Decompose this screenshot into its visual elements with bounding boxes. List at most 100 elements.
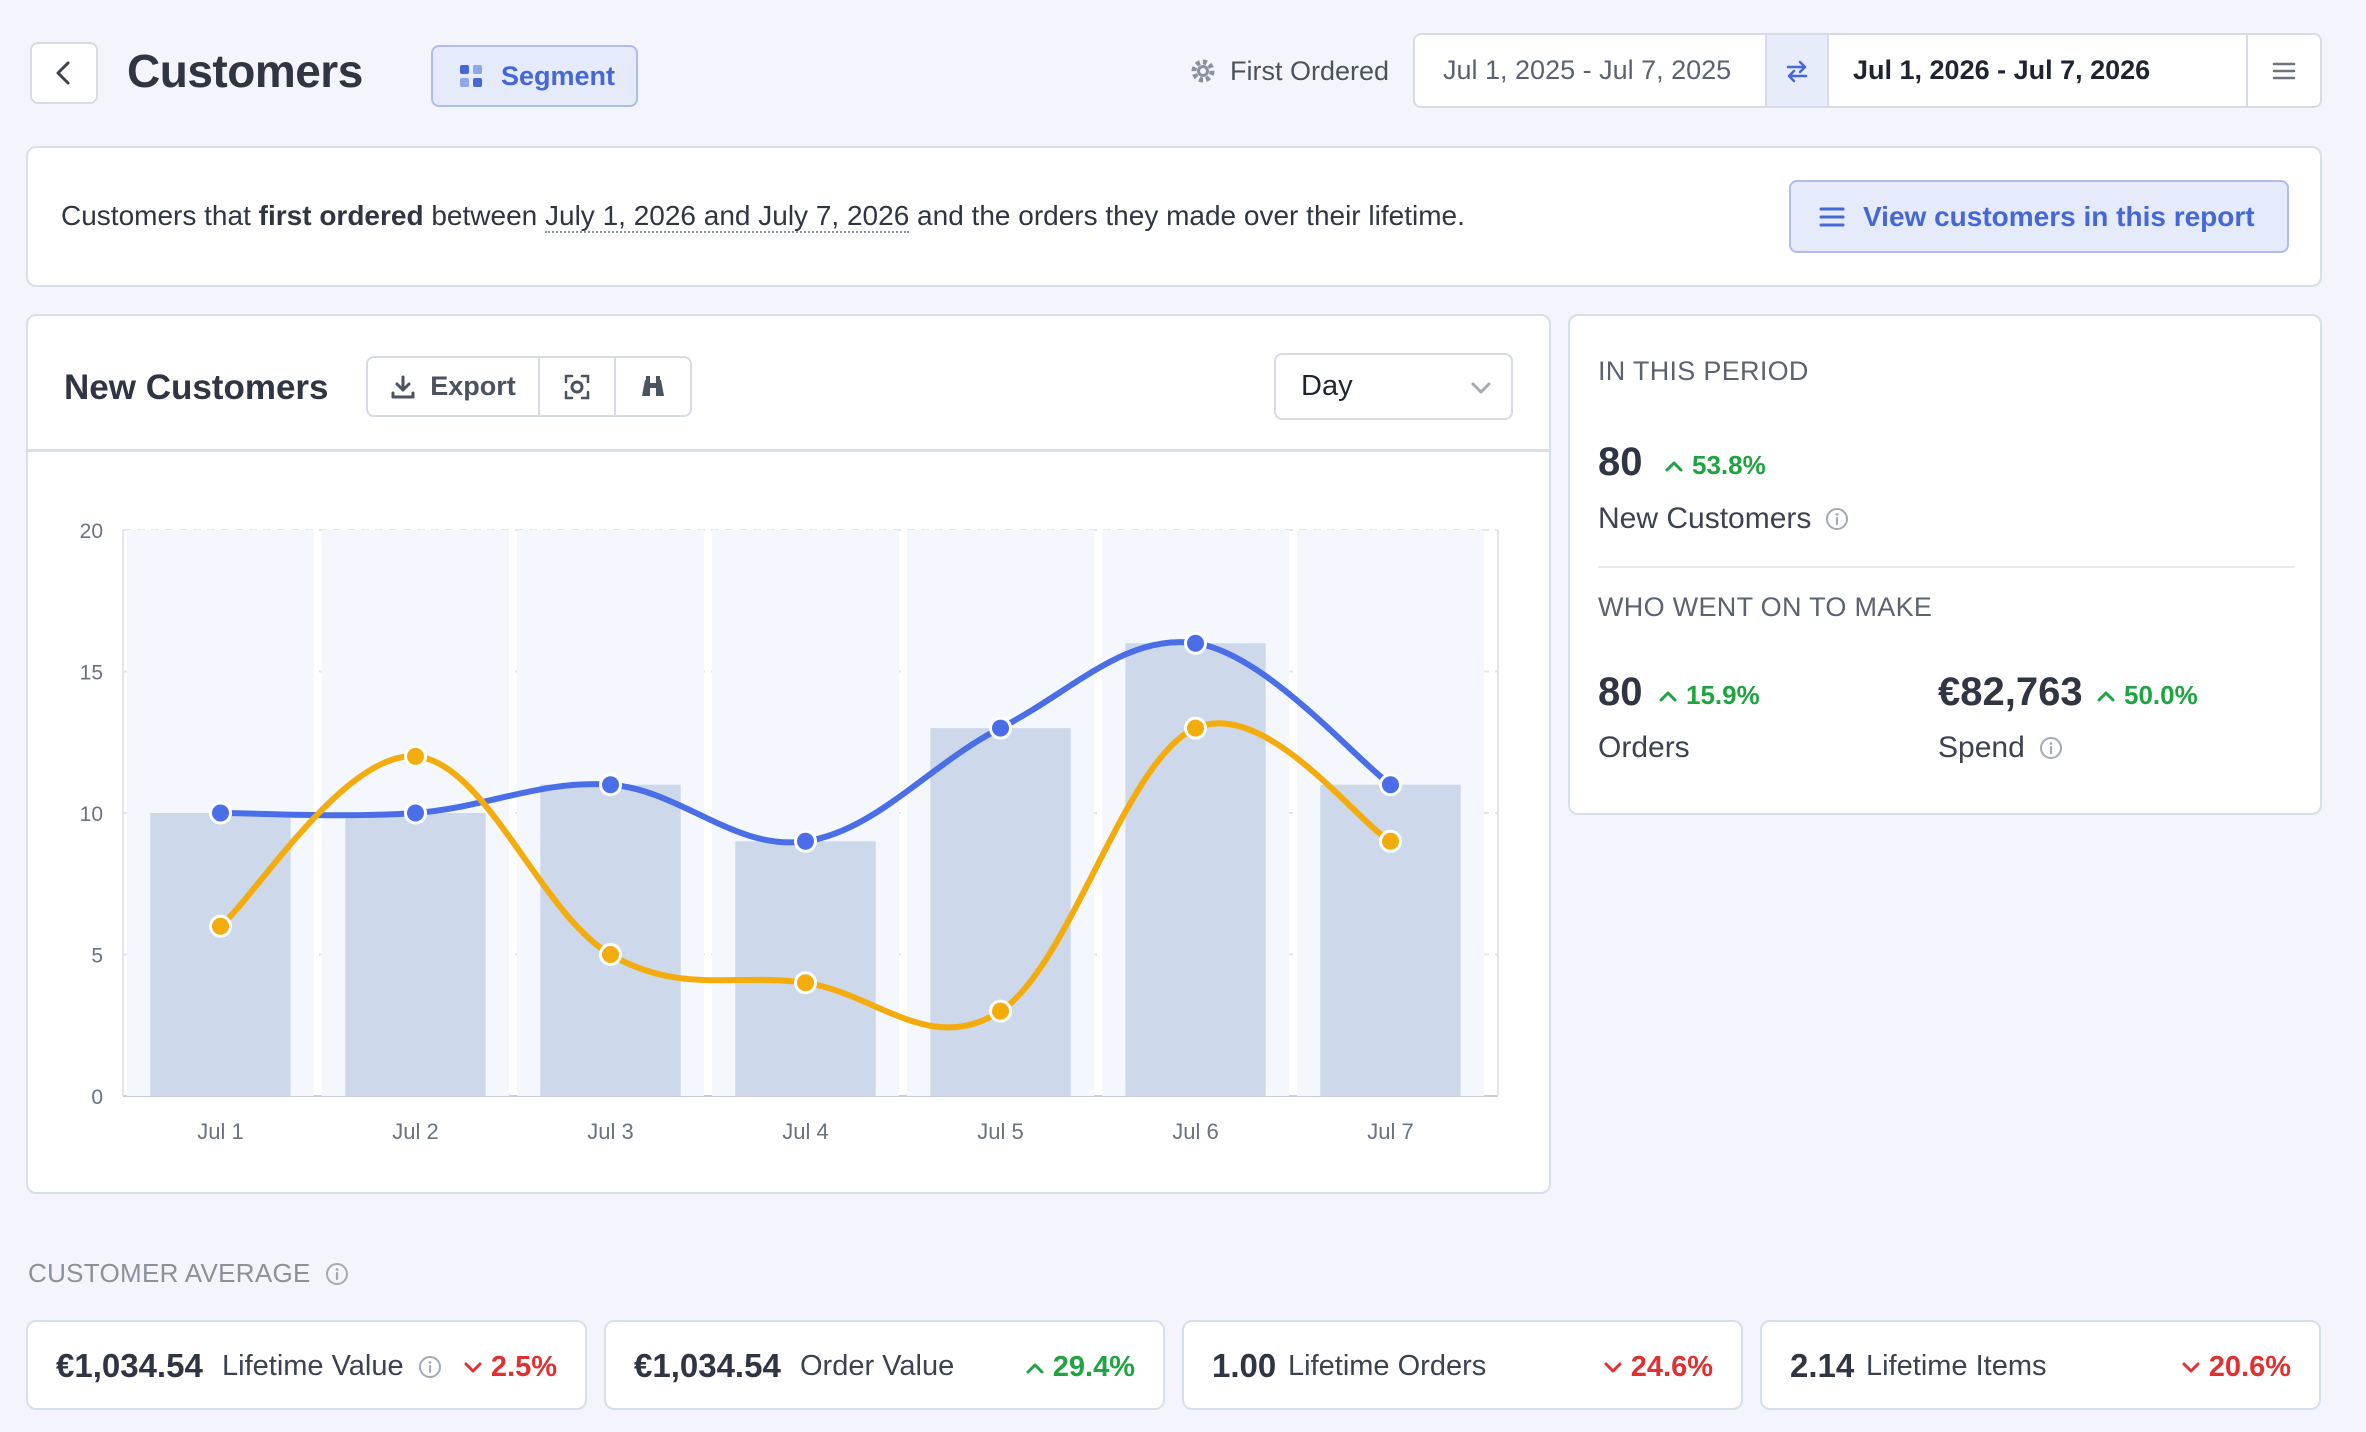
orders-change-value: 15.9% [1686, 680, 1760, 710]
avg-value: €1,034.54 [634, 1347, 781, 1384]
avg-change-value: 24.6% [1630, 1351, 1713, 1383]
spend-label-text: Spend [1938, 731, 2025, 764]
arrow-up-icon [2097, 691, 2115, 701]
avg-value: 1.00 [1212, 1347, 1277, 1384]
period-heading: IN THIS PERIOD [1598, 356, 1809, 386]
list-icon [1819, 207, 1845, 226]
info-icon[interactable] [1825, 507, 1849, 531]
spend-value: €82,763 [1938, 670, 2083, 714]
avg-label: Lifetime Orders [1288, 1350, 1486, 1383]
granularity-select[interactable]: Day [1274, 353, 1513, 420]
export-button[interactable]: Export [368, 358, 540, 415]
avg-value: €1,034.54 [56, 1347, 203, 1384]
y-tick-label: 15 [80, 662, 103, 685]
view-customers-button[interactable]: View customers in this report [1789, 180, 2289, 253]
inspect-button[interactable] [616, 358, 690, 415]
arrow-down-icon [1604, 1362, 1622, 1372]
who-went-on-heading: WHO WENT ON TO MAKE [1598, 592, 1933, 622]
avg-card-order-value: €1,034.54 Order Value 29.4% [604, 1320, 1165, 1410]
info-icon[interactable] [325, 1262, 349, 1286]
y-tick-label: 0 [91, 1086, 103, 1109]
x-tick-label: Jul 7 [1367, 1119, 1413, 1144]
x-tick-label: Jul 6 [1172, 1119, 1218, 1144]
arrow-down-icon [2182, 1362, 2200, 1372]
view-customers-label: View customers in this report [1863, 200, 2255, 232]
description-text: between [423, 200, 545, 231]
new-customers-chart: 0 5 10 15 20 Jul 1 Jul 2 Jul 3 Jul 4 Jul 5 Jul 6 Ju… [80, 520, 1499, 1144]
info-icon[interactable] [418, 1355, 442, 1379]
customer-average-heading: CUSTOMER AVERAGE [28, 1258, 349, 1289]
screenshot-button[interactable] [540, 358, 616, 415]
new-customers-change: 53.8% [1664, 450, 1766, 481]
current-date-range[interactable]: Jul 1, 2026 - Jul 7, 2026 [1829, 35, 2248, 106]
new-customers-chart-card: 0 5 10 15 20 Jul 1 Jul 2 Jul 3 Jul 4 Jul 5 Jul 6 Ju… [26, 314, 1551, 1194]
first-ordered-setting[interactable]: First Ordered [1190, 52, 1389, 90]
y-tick-label: 5 [91, 945, 103, 968]
chart-header: New Customers Export [28, 316, 1549, 452]
segment-button[interactable]: Segment [431, 45, 638, 107]
avg-label-text: Lifetime Items [1866, 1350, 2047, 1382]
export-label: Export [430, 371, 516, 401]
data-point [599, 773, 622, 797]
chevron-left-icon [56, 61, 70, 85]
x-tick-label: Jul 2 [392, 1119, 438, 1144]
bar [540, 784, 681, 1096]
spend-change: 50.0% [2096, 680, 2198, 711]
orders-label-text: Orders [1598, 731, 1690, 764]
data-point [404, 801, 427, 825]
granularity-value: Day [1301, 370, 1353, 402]
avg-change: 2.5% [463, 1351, 557, 1384]
x-tick-label: Jul 3 [587, 1119, 633, 1144]
binoculars-icon [642, 375, 664, 396]
bar [1125, 643, 1266, 1096]
back-button[interactable] [30, 42, 98, 104]
new-customers-change-value: 53.8% [1692, 450, 1766, 480]
swap-dates-button[interactable] [1767, 35, 1829, 106]
compare-date-range[interactable]: Jul 1, 2025 - Jul 7, 2025 [1415, 35, 1767, 106]
menu-icon [2272, 62, 2296, 79]
bar [735, 841, 876, 1096]
orders-change: 15.9% [1658, 680, 1760, 711]
date-menu-button[interactable] [2248, 35, 2320, 106]
x-tick-label: Jul 5 [977, 1119, 1023, 1144]
y-tick-label: 10 [80, 803, 103, 826]
spend-label: Spend [1938, 731, 2063, 765]
data-point [1184, 716, 1207, 740]
arrow-up-icon [1665, 461, 1683, 471]
chart-toolbar: Export [366, 356, 692, 417]
x-tick-label: Jul 1 [197, 1119, 243, 1144]
avg-change: 20.6% [2181, 1351, 2291, 1384]
avg-change: 29.4% [1025, 1351, 1135, 1384]
arrow-down-icon [464, 1362, 482, 1372]
data-point [794, 829, 817, 853]
description-text: Customers that [61, 200, 259, 231]
chart-title: New Customers [64, 368, 329, 407]
data-point [209, 801, 232, 825]
avg-change-value: 29.4% [1052, 1351, 1135, 1383]
data-point [1379, 829, 1402, 853]
report-description: Customers that first ordered between Jul… [61, 200, 1465, 233]
description-date-range: July 1, 2026 and July 7, 2026 [545, 200, 910, 233]
info-icon[interactable] [2039, 736, 2063, 760]
customer-average-title: CUSTOMER AVERAGE [28, 1258, 311, 1288]
period-stats-card: IN THIS PERIOD 80 53.8% New Customers WH… [1568, 314, 2322, 815]
avg-card-lifetime-orders: 1.00 Lifetime Orders 24.6% [1182, 1320, 1743, 1410]
data-point [1184, 631, 1207, 655]
avg-label-text: Order Value [800, 1350, 955, 1382]
avg-change: 24.6% [1603, 1351, 1713, 1384]
avg-value: 2.14 [1790, 1347, 1855, 1384]
orders-label: Orders [1598, 731, 1690, 765]
avg-card-lifetime-items: 2.14 Lifetime Items 20.6% [1760, 1320, 2321, 1410]
avg-change-value: 20.6% [2208, 1351, 2291, 1383]
avg-label-text: Lifetime Orders [1288, 1350, 1487, 1382]
data-point [989, 716, 1012, 740]
segment-label: Segment [501, 60, 616, 91]
data-point [1379, 773, 1402, 797]
new-customers-label: New Customers [1598, 502, 1849, 536]
avg-label-text: Lifetime Value [222, 1350, 404, 1382]
bar [150, 813, 291, 1096]
screenshot-icon [564, 374, 590, 399]
avg-change-value: 2.5% [490, 1351, 557, 1383]
x-tick-label: Jul 4 [782, 1119, 828, 1144]
date-range-group: Jul 1, 2025 - Jul 7, 2025 Jul 1, 2026 - … [1413, 33, 2322, 108]
